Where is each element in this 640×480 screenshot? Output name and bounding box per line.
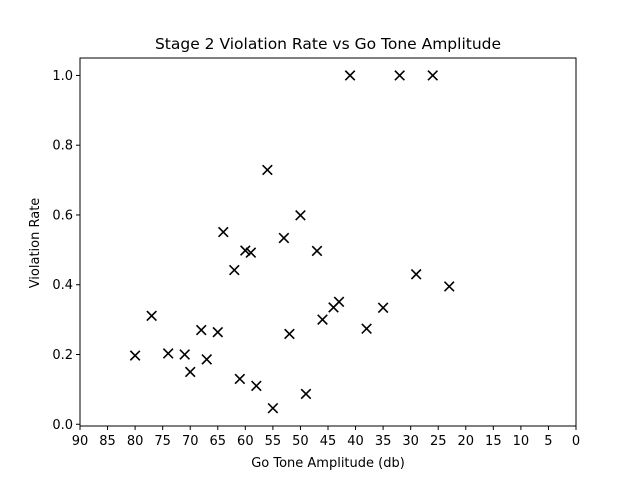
- y-axis: 0.0 0.2 0.4 0.6 0.8 1.0: [52, 69, 80, 433]
- marker-stroke: [278, 232, 290, 244]
- x-tick-label: 60: [237, 434, 254, 449]
- marker-stroke: [410, 268, 422, 280]
- data-point-marker: [146, 310, 157, 322]
- data-point-marker: [427, 70, 439, 81]
- marker-stroke: [284, 328, 295, 340]
- marker-stroke: [394, 70, 405, 81]
- x-tick-label: 70: [182, 434, 199, 449]
- marker-stroke: [195, 324, 207, 336]
- y-axis-label: Violation Rate: [28, 198, 43, 289]
- x-axis: 90 85 80 75 70 65 60 55 50 45 40 35 30 25 20 15 10 5 0: [72, 426, 580, 449]
- data-point-marker: [162, 348, 174, 359]
- marker-stroke: [443, 281, 455, 292]
- marker-stroke: [317, 314, 328, 325]
- marker-stroke: [129, 350, 141, 361]
- data-point-marker: [361, 323, 372, 335]
- data-point-marker: [251, 380, 262, 392]
- x-tick-label: 90: [72, 434, 89, 449]
- marker-stroke: [245, 247, 257, 258]
- data-point-marker: [333, 296, 345, 308]
- data-point-marker: [344, 70, 356, 81]
- data-point-marker: [278, 232, 290, 244]
- marker-stroke: [184, 366, 196, 378]
- x-tick-label: 0: [572, 434, 580, 449]
- data-point-marker: [184, 366, 196, 378]
- marker-stroke: [234, 373, 246, 385]
- x-tick-label: 30: [402, 434, 419, 449]
- x-tick-label: 5: [544, 434, 552, 449]
- x-tick-label: 55: [265, 434, 282, 449]
- x-tick-label: 65: [210, 434, 227, 449]
- marker-stroke: [240, 245, 251, 256]
- data-point-marker: [267, 402, 279, 414]
- marker-stroke: [262, 164, 273, 176]
- data-point-marker: [311, 245, 323, 257]
- x-tick-label: 35: [375, 434, 392, 449]
- marker-stroke: [212, 326, 224, 338]
- marker-stroke: [251, 380, 262, 392]
- marker-stroke: [333, 296, 345, 308]
- data-point-marker: [195, 324, 207, 336]
- data-point-marker: [262, 164, 273, 176]
- data-points: [129, 70, 455, 414]
- data-point-marker: [410, 268, 422, 280]
- marker-stroke: [228, 264, 240, 276]
- chart-title: Stage 2 Violation Rate vs Go Tone Amplit…: [155, 35, 501, 53]
- data-point-marker: [228, 264, 240, 276]
- data-point-marker: [443, 281, 455, 292]
- marker-stroke: [267, 402, 279, 414]
- marker-stroke: [146, 310, 157, 322]
- x-tick-label: 50: [292, 434, 309, 449]
- marker-stroke: [217, 226, 229, 238]
- data-point-marker: [217, 226, 229, 238]
- x-tick-label: 45: [320, 434, 337, 449]
- data-point-marker: [129, 350, 141, 361]
- data-point-marker: [300, 388, 312, 400]
- x-tick-label: 25: [430, 434, 447, 449]
- data-point-marker: [179, 349, 191, 360]
- marker-stroke: [295, 209, 306, 221]
- marker-stroke: [162, 348, 174, 359]
- x-axis-label: Go Tone Amplitude (db): [251, 456, 405, 471]
- data-point-marker: [212, 326, 224, 338]
- marker-stroke: [344, 70, 356, 81]
- x-tick-label: 85: [99, 434, 116, 449]
- data-point-marker: [234, 373, 246, 385]
- y-tick-label: 0.0: [52, 418, 73, 433]
- data-point-marker: [377, 302, 389, 314]
- data-point-marker: [317, 314, 328, 325]
- plot-area: [79, 57, 577, 427]
- marker-stroke: [201, 354, 213, 365]
- marker-stroke: [427, 70, 439, 81]
- y-tick-label: 1.0: [52, 69, 73, 84]
- y-tick-label: 0.4: [52, 278, 73, 293]
- marker-stroke: [300, 388, 312, 400]
- x-tick-label: 40: [347, 434, 364, 449]
- data-point-marker: [295, 209, 306, 221]
- x-tick-label: 80: [127, 434, 144, 449]
- y-tick-label: 0.6: [52, 208, 73, 223]
- marker-stroke: [179, 349, 191, 360]
- data-point-marker: [284, 328, 295, 340]
- marker-stroke: [377, 302, 389, 314]
- marker-stroke: [311, 245, 323, 257]
- data-point-marker: [394, 70, 405, 81]
- y-tick-label: 0.8: [52, 139, 73, 154]
- data-point-marker: [201, 354, 213, 365]
- data-point-marker: [245, 247, 257, 258]
- x-tick-label: 10: [513, 434, 530, 449]
- x-tick-label: 75: [154, 434, 171, 449]
- x-tick-label: 20: [458, 434, 475, 449]
- marker-stroke: [361, 323, 372, 335]
- y-tick-label: 0.2: [52, 348, 73, 363]
- plot-frame: [79, 57, 577, 427]
- x-tick-label: 15: [485, 434, 502, 449]
- data-point-marker: [240, 245, 251, 256]
